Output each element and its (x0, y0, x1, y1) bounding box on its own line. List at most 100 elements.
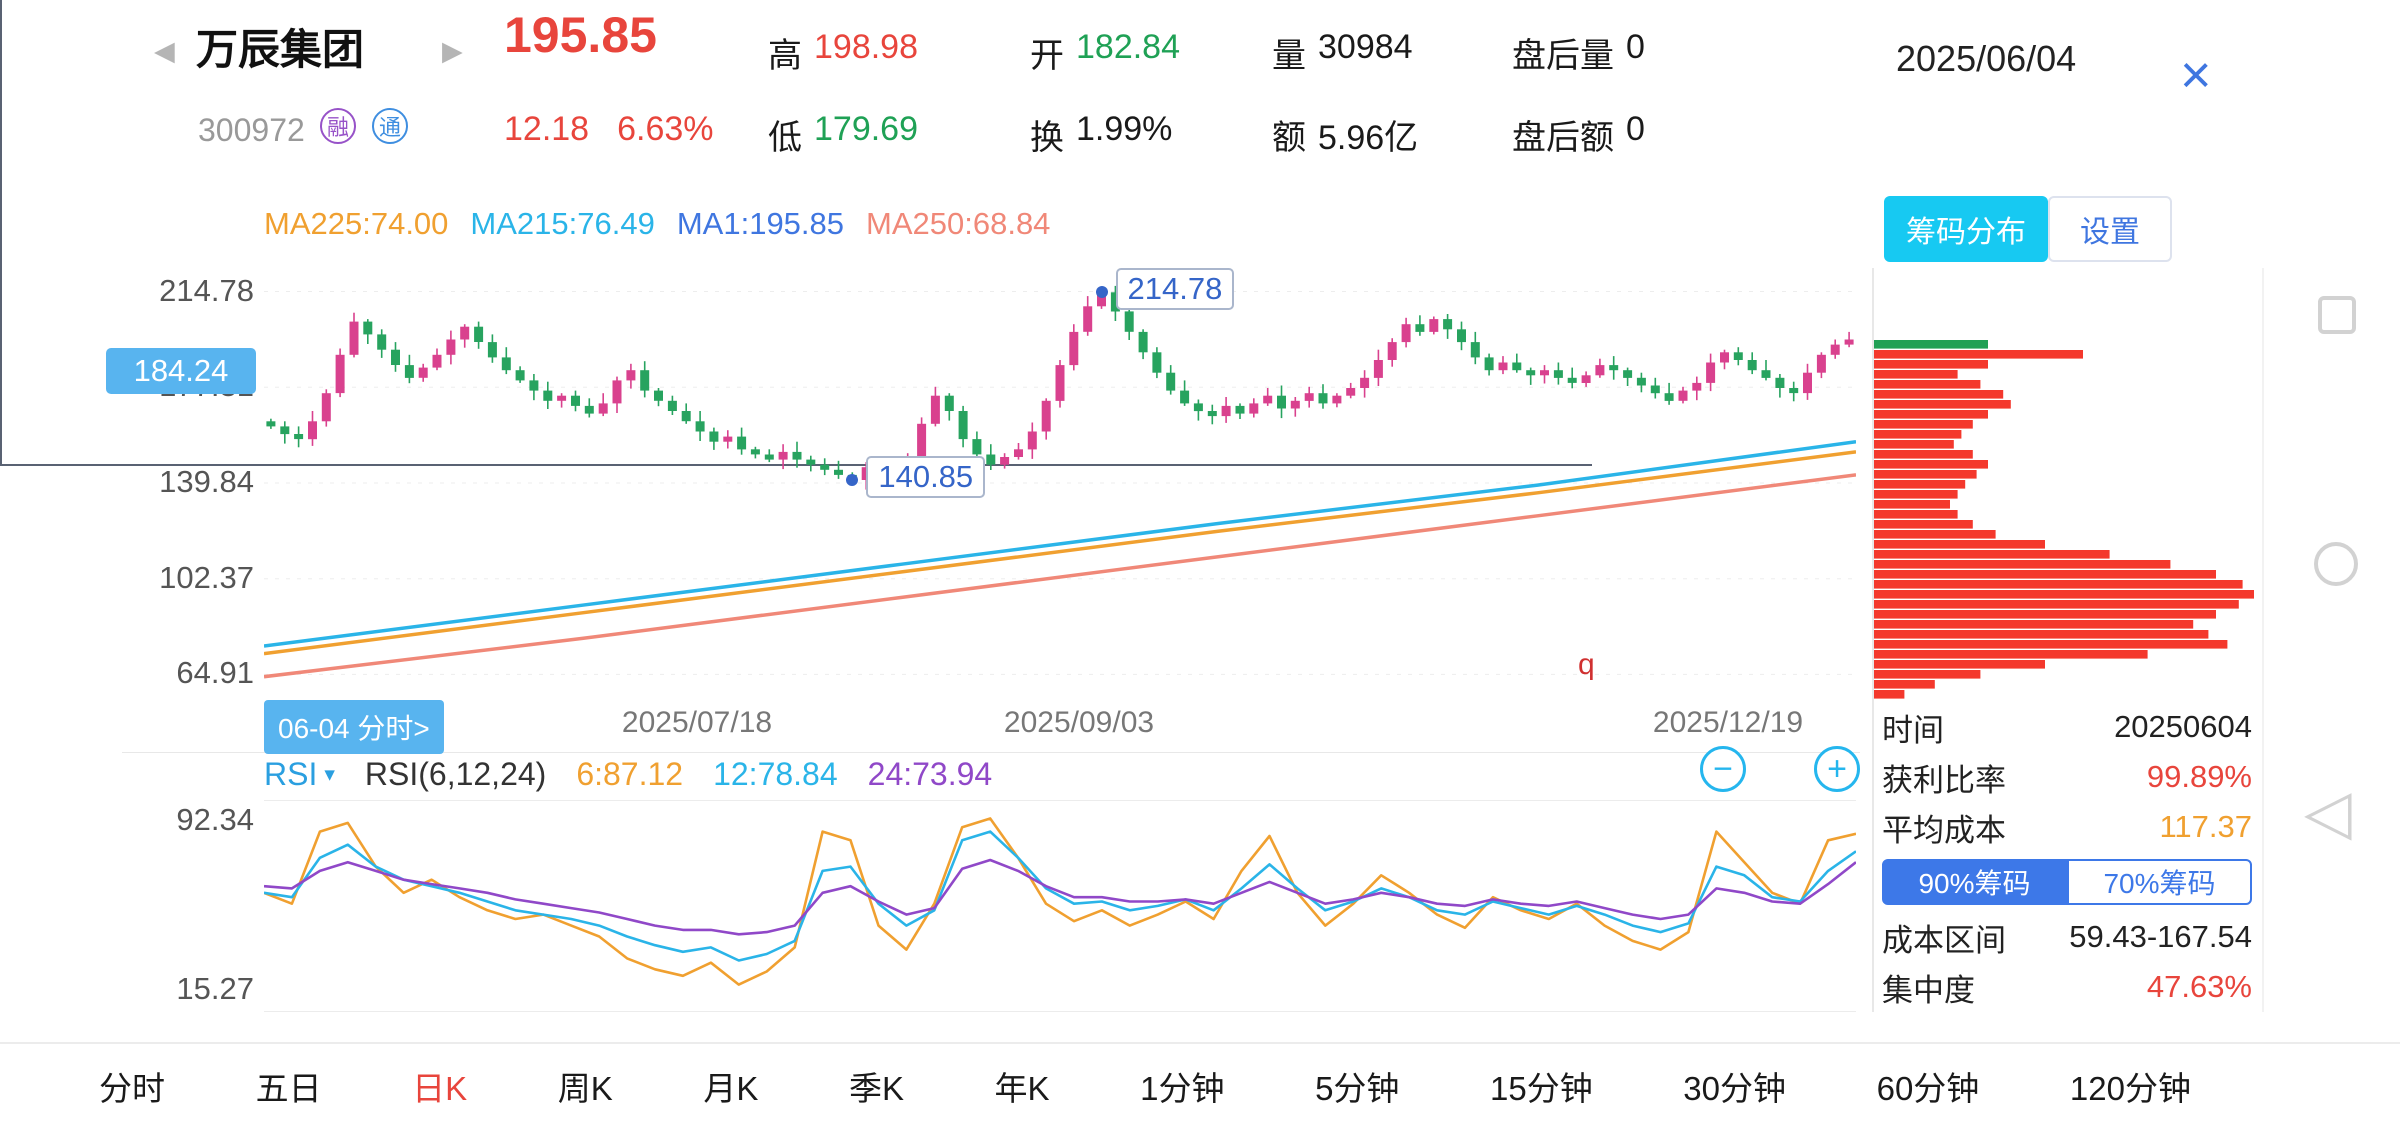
stat-amount: 额 5.96亿 (1272, 110, 1418, 159)
settings-button[interactable]: 设置 (2048, 196, 2172, 262)
next-stock-icon[interactable]: ▶ (442, 36, 463, 66)
stat-label: 高 (768, 37, 802, 75)
period-tab-1分钟[interactable]: 1分钟 (1140, 1070, 1225, 1107)
change-amount: 12.18 (504, 110, 590, 148)
android-home-icon[interactable] (2314, 542, 2358, 586)
android-back-icon[interactable]: ◁ (2304, 778, 2352, 847)
period-tab-季K[interactable]: 季K (848, 1070, 904, 1107)
stat-value: 0 (1626, 28, 1645, 66)
chip-panel-row: 时间 20250604 (1882, 702, 2252, 752)
stat-label: 量 (1272, 37, 1306, 75)
chip-panel-row: 获利比率 99.89% (1882, 752, 2252, 802)
chip-panel-row: 成本区间 59.43-167.54 (1882, 912, 2252, 962)
rsi-value-label: 12:78.84 (713, 756, 838, 792)
ma-label: MA225:74.00 (264, 206, 449, 241)
indicator-zoom-in-button[interactable]: + (1814, 746, 1860, 792)
indicator-header: RSI ▾ RSI(6,12,24) 6:87.12 12:78.84 24:73.… (264, 756, 992, 793)
period-tab-周K[interactable]: 周K (557, 1070, 613, 1107)
crosshair-price-chip: 184.24 (106, 347, 256, 394)
stat-label: 开 (1030, 37, 1064, 75)
period-tab-30分钟[interactable]: 30分钟 (1683, 1070, 1787, 1107)
indicator-selector-label: RSI (264, 756, 318, 792)
x-axis-date: 2025/07/18 (621, 706, 773, 739)
kline-chart[interactable] (263, 268, 1857, 692)
stat-value: 0 (1626, 110, 1645, 148)
price-change: 12.18 6.63% (504, 110, 714, 149)
stock-code: 300972 (198, 112, 305, 148)
kline-canvas (263, 285, 1857, 679)
x-axis-date: 2025/12/19 (1652, 706, 1804, 739)
chip-panel-row: 集中度 47.63% (1882, 962, 2252, 1012)
indicator-formula: RSI(6,12,24) (364, 756, 547, 792)
stat-label: 盘后量 (1512, 37, 1614, 75)
chip-distribution-button[interactable]: 筹码分布 (1884, 196, 2048, 262)
period-tab-日K[interactable]: 日K (408, 1048, 471, 1124)
y-axis-label: 139.84 (159, 463, 254, 499)
period-tab-年K[interactable]: 年K (994, 1070, 1050, 1107)
chip-row-value: 117.37 (2159, 809, 2252, 844)
rsi-y-axis-label: 15.27 (176, 970, 254, 1006)
prev-stock-icon[interactable]: ◀ (154, 36, 175, 66)
stat-value: 1.99% (1076, 110, 1173, 148)
stat-low: 低 179.69 (768, 110, 918, 159)
stat-label: 低 (768, 119, 802, 157)
caret-down-icon: ▾ (324, 763, 335, 786)
last-price: 195.85 (504, 7, 657, 63)
period-tab-60分钟[interactable]: 60分钟 (1876, 1070, 1980, 1107)
ma-indicator-row: MA225:74.00 MA215:76.49 MA1:195.85 MA250:68… (264, 206, 1050, 242)
chip-row-label: 平均成本 (1882, 812, 2006, 848)
stat-value: 179.69 (814, 110, 918, 148)
change-percent: 6.63% (617, 110, 714, 148)
period-tab-bar: 分时 五日 日K 周K 月K 季K 年K 1分钟 5分钟 15分钟 30分钟 60分钟 120分钟 (0, 1042, 2400, 1128)
margin-trading-badge: 融 (320, 108, 356, 144)
price-marker-dot (1095, 285, 1108, 298)
indicator-values: 6:87.12 12:78.84 24:73.94 (576, 756, 992, 793)
chip-panel-row: 平均成本 117.37 (1882, 802, 2252, 852)
y-axis-label: 64.91 (176, 655, 254, 691)
rsi-chart[interactable] (263, 800, 1857, 1012)
crosshair-date-chip[interactable]: 06-04 分时> (264, 700, 444, 754)
chip-distribution-panel: 时间 20250604 获利比率 99.89% 平均成本 117.37 90%筹码 70%筹码… (1872, 268, 2264, 1012)
indicator-selector[interactable]: RSI ▾ (264, 756, 335, 793)
period-tab-分时[interactable]: 分时 (99, 1070, 165, 1107)
chip-row-label: 成本区间 (1882, 922, 2006, 958)
stat-label: 换 (1030, 119, 1064, 157)
x-axis-date: 2025/09/03 (1003, 706, 1155, 739)
stat-value: 5.96亿 (1318, 119, 1419, 157)
chip-row-value: 99.89% (2146, 759, 2252, 794)
period-tab-15分钟[interactable]: 15分钟 (1490, 1070, 1593, 1107)
price-marker-label: 140.85 (866, 456, 986, 499)
indicator-zoom-out-button[interactable]: − (1700, 746, 1746, 792)
period-tab-五日[interactable]: 五日 (255, 1070, 322, 1107)
stray-q-mark: q (1578, 648, 1595, 681)
stat-volume: 量 30984 (1272, 28, 1413, 77)
stat-after-volume: 盘后量 0 (1512, 28, 1645, 77)
period-tab-5分钟[interactable]: 5分钟 (1315, 1070, 1400, 1107)
chip-range-tabs: 90%筹码 70%筹码 (1882, 854, 2252, 910)
rsi-y-axis-label: 92.34 (176, 802, 254, 838)
price-marker-label: 214.78 (1115, 267, 1235, 310)
stat-label: 盘后额 (1512, 119, 1614, 157)
section-divider (122, 752, 1860, 753)
period-tab-月K[interactable]: 月K (703, 1070, 759, 1107)
rsi-canvas (263, 817, 1857, 986)
close-icon[interactable]: × (2180, 45, 2212, 105)
stock-connect-badge: 通 (372, 108, 408, 144)
android-recent-apps-icon[interactable] (2318, 296, 2356, 334)
period-tab-120分钟[interactable]: 120分钟 (2069, 1070, 2191, 1107)
chip-row-label: 集中度 (1882, 972, 1975, 1008)
stat-label: 额 (1272, 119, 1306, 157)
stat-value: 198.98 (814, 28, 918, 66)
chip-range-tab-90%筹码[interactable]: 90%筹码 (1882, 859, 2067, 905)
stock-name: 万辰集团 (196, 26, 365, 73)
ma-label: MA250:68.84 (866, 206, 1051, 241)
chip-range-tab-70%筹码[interactable]: 70%筹码 (2067, 859, 2252, 905)
crosshair-horizontal-line (0, 464, 1592, 466)
crosshair-vertical-line (0, 0, 2, 464)
stat-value: 182.84 (1076, 28, 1180, 66)
rsi-value-label: 6:87.12 (576, 756, 684, 792)
current-date: 2025/06/04 (1896, 38, 2077, 79)
y-axis-label: 102.37 (159, 559, 254, 595)
chip-panel-rows: 时间 20250604 获利比率 99.89% 平均成本 117.37 90%筹码 70%筹码… (1882, 702, 2252, 1012)
